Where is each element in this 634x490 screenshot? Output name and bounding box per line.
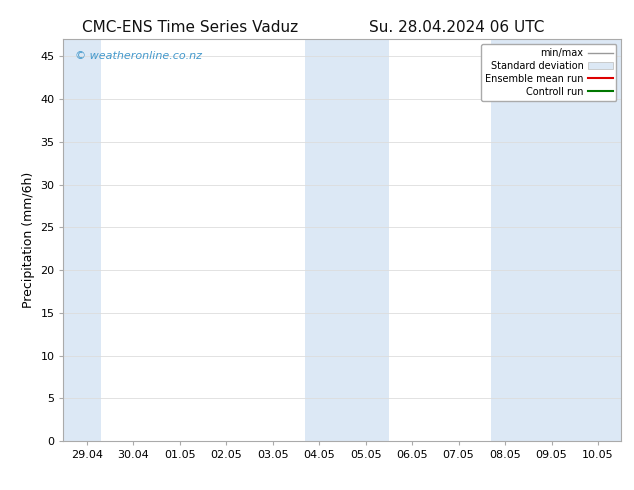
Legend: min/max, Standard deviation, Ensemble mean run, Controll run: min/max, Standard deviation, Ensemble me…: [481, 44, 616, 100]
Text: Su. 28.04.2024 06 UTC: Su. 28.04.2024 06 UTC: [369, 20, 544, 35]
Bar: [305, 39, 389, 441]
Bar: [491, 39, 621, 441]
Text: CMC-ENS Time Series Vaduz: CMC-ENS Time Series Vaduz: [82, 20, 298, 35]
Text: © weatheronline.co.nz: © weatheronline.co.nz: [75, 51, 202, 61]
Y-axis label: Precipitation (mm/6h): Precipitation (mm/6h): [22, 172, 35, 308]
Bar: [63, 39, 101, 441]
